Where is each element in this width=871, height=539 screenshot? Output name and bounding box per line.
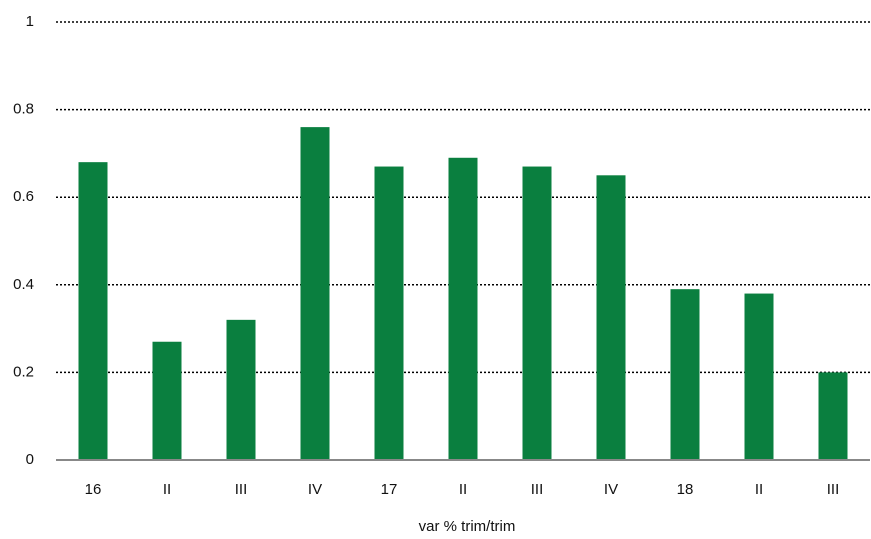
y-tick-label: 0.6 bbox=[13, 188, 34, 205]
bar bbox=[670, 289, 700, 460]
x-tick-label: II bbox=[459, 481, 467, 498]
x-tick-label: III bbox=[531, 481, 544, 498]
x-tick-label: III bbox=[235, 481, 248, 498]
bar bbox=[818, 372, 848, 460]
bar bbox=[374, 166, 404, 461]
bar bbox=[522, 166, 552, 461]
x-tick-label: III bbox=[827, 481, 840, 498]
bar bbox=[744, 293, 774, 460]
x-tick-label: II bbox=[163, 481, 171, 498]
bar bbox=[596, 175, 626, 461]
y-tick-label: 0.2 bbox=[13, 363, 34, 380]
bar bbox=[78, 162, 108, 460]
x-tick-label: 17 bbox=[381, 481, 398, 498]
x-axis-label: var % trim/trim bbox=[419, 518, 516, 535]
x-tick-label: II bbox=[755, 481, 763, 498]
y-tick-label: 1 bbox=[26, 13, 34, 30]
x-tick-label: IV bbox=[604, 481, 618, 498]
bar bbox=[226, 319, 256, 460]
x-tick-label: IV bbox=[308, 481, 322, 498]
x-tick-label: 16 bbox=[85, 481, 102, 498]
bar bbox=[448, 157, 478, 460]
y-tick-label: 0.4 bbox=[13, 276, 34, 293]
y-tick-label: 0.8 bbox=[13, 101, 34, 118]
bar bbox=[300, 127, 330, 461]
bar bbox=[152, 341, 182, 460]
y-tick-label: 0 bbox=[26, 451, 34, 468]
x-tick-label: 18 bbox=[677, 481, 694, 498]
